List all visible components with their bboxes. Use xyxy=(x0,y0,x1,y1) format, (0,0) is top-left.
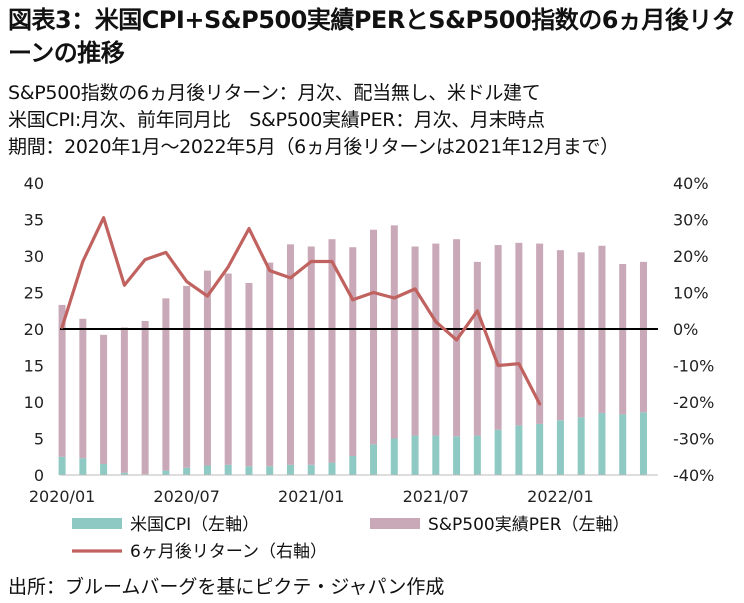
cpi-bar xyxy=(286,464,294,475)
y-right-tick-label: 20% xyxy=(673,247,709,266)
cpi-bar xyxy=(245,466,253,475)
cpi-bar xyxy=(453,436,461,475)
y-right-tick-label: 0% xyxy=(673,320,698,339)
cpi-bar xyxy=(183,467,191,475)
per-bar xyxy=(473,261,481,436)
per-bar xyxy=(224,273,232,465)
y-left-tick-label: 40 xyxy=(24,174,44,193)
bar-series-group xyxy=(58,225,647,475)
y-right-tick-label: 40% xyxy=(673,174,709,193)
per-bar xyxy=(536,243,544,424)
cpi-bar xyxy=(328,462,336,475)
note-return: S&P500指数の6ヵ月後リターン：月次、配当無し、米ドル建て xyxy=(8,82,541,104)
per-bar xyxy=(203,270,211,466)
y-right-tick-label: -10% xyxy=(673,357,714,376)
y-left-tick-label: 5 xyxy=(34,430,44,449)
x-tick-label: 2021/01 xyxy=(278,487,344,506)
legend-swatch-per xyxy=(370,518,420,529)
y-left-tick-label: 15 xyxy=(24,357,44,376)
chart-notes: S&P500指数の6ヵ月後リターン：月次、配当無し、米ドル建て 米国CPI:月次… xyxy=(8,80,738,161)
axes-group: 0 5 10 15 20 25 30 35 40 -40% -30% -20% -10% 0% 10% 20%… xyxy=(24,174,715,506)
per-bar xyxy=(328,239,336,463)
y-right-tick-label: -40% xyxy=(673,466,714,485)
per-bar xyxy=(183,285,191,468)
cpi-bar xyxy=(598,412,606,475)
x-tick-label: 2020/01 xyxy=(29,487,95,506)
cpi-bar xyxy=(370,444,378,475)
cpi-bar xyxy=(307,464,315,475)
cpi-bar xyxy=(515,425,523,475)
y-right-tick-label: -30% xyxy=(673,430,714,449)
cpi-bar xyxy=(120,472,128,475)
y-left-tick-label: 0 xyxy=(34,466,44,485)
per-bar xyxy=(577,252,585,418)
y-left-tick-label: 20 xyxy=(24,320,44,339)
cpi-bar xyxy=(349,456,357,475)
cpi-bar xyxy=(577,417,585,475)
legend: 米国CPI（左軸） S&P500実績PER（左軸） 6ヶ月後リターン（右軸） xyxy=(72,515,630,562)
per-bar xyxy=(411,246,419,436)
return-line xyxy=(60,216,542,406)
y-left-tick-label: 35 xyxy=(24,211,44,230)
source-note: 出所：ブルームバーグを基にピクテ・ジャパン作成 xyxy=(8,576,445,598)
cpi-bar xyxy=(224,464,232,475)
per-bar xyxy=(556,250,564,421)
per-bar xyxy=(266,262,274,467)
y-left-tick-label: 10 xyxy=(24,393,44,412)
x-tick-label: 2020/07 xyxy=(153,487,219,506)
per-bar xyxy=(432,243,440,436)
per-bar xyxy=(79,318,87,459)
cpi-bar xyxy=(162,470,170,475)
cpi-bar xyxy=(619,414,627,475)
y-left-tick-label: 25 xyxy=(24,284,44,303)
cpi-bar xyxy=(432,435,440,475)
legend-label-return: 6ヶ月後リターン（右軸） xyxy=(130,542,327,562)
per-bar xyxy=(639,261,647,413)
per-bar xyxy=(141,320,149,475)
line-series-group xyxy=(60,216,542,406)
per-bar xyxy=(100,334,108,465)
y-left-tick-label: 30 xyxy=(24,247,44,266)
per-bar xyxy=(120,327,128,473)
per-bar xyxy=(245,283,253,467)
legend-swatch-cpi xyxy=(72,518,122,529)
per-bar xyxy=(162,298,170,471)
cpi-bar xyxy=(390,438,398,475)
x-tick-label: 2021/07 xyxy=(403,487,469,506)
note-period: 期間：2020年1月～2022年5月（6ヵ月後リターンは2021年12月まで） xyxy=(8,136,619,158)
cpi-bar xyxy=(266,466,274,475)
cpi-bar xyxy=(536,423,544,475)
y-right-tick-label: 10% xyxy=(673,284,709,303)
per-bar xyxy=(494,245,502,430)
per-bar xyxy=(390,225,398,439)
cpi-bar xyxy=(473,435,481,475)
cpi-bar xyxy=(639,412,647,475)
cpi-bar xyxy=(494,429,502,475)
per-bar xyxy=(619,264,627,415)
chart-title: 図表3：米国CPI+S&P500実績PERとS&P500指数の6ヵ月後リターンの… xyxy=(8,6,736,67)
per-bar xyxy=(370,229,378,445)
y-right-tick-label: 30% xyxy=(673,211,709,230)
note-cpi-per: 米国CPI:月次、前年同月比 S&P500実績PER：月次、月末時点 xyxy=(8,109,545,131)
y-right-tick-label: -20% xyxy=(673,393,714,412)
x-tick-label: 2022/01 xyxy=(527,487,593,506)
per-bar xyxy=(307,246,315,465)
legend-label-per: S&P500実績PER（左軸） xyxy=(428,515,630,535)
cpi-bar xyxy=(58,456,66,475)
cpi-bar xyxy=(556,420,564,475)
cpi-bar xyxy=(79,458,87,475)
legend-label-cpi: 米国CPI（左軸） xyxy=(130,515,259,535)
per-bar xyxy=(58,304,66,457)
per-bar xyxy=(286,244,294,465)
cpi-bar xyxy=(203,465,211,475)
per-bar xyxy=(349,247,357,457)
per-bar xyxy=(515,242,523,426)
cpi-bar xyxy=(411,435,419,475)
cpi-bar xyxy=(100,464,108,475)
